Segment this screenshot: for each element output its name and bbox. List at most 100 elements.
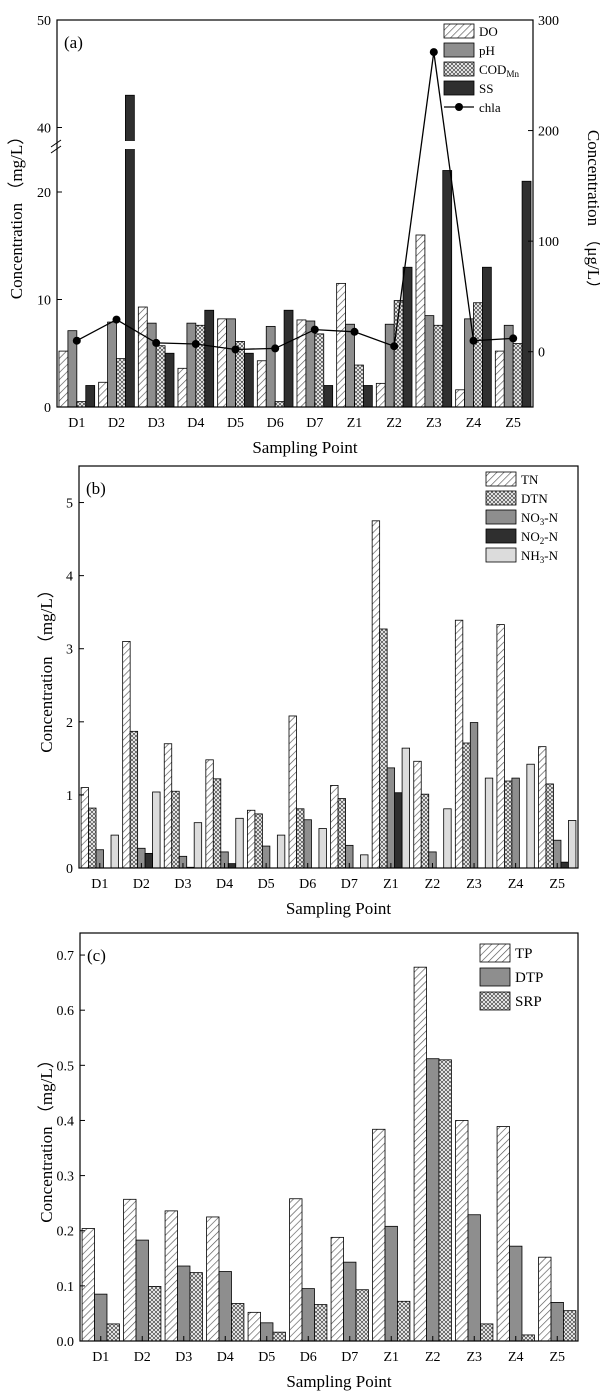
x-tick-label: D5 (227, 416, 244, 431)
axis-break-mark (50, 145, 62, 154)
bar-dtp-d7 (343, 1261, 357, 1342)
x-tick-label: D1 (92, 1350, 109, 1365)
bar-tp-z3 (455, 1120, 469, 1342)
bar-nh3-z5 (568, 820, 577, 869)
bar-ph-d2 (107, 321, 117, 408)
y-right-tick-label: 100 (538, 235, 559, 250)
bar-ss-d5 (244, 352, 254, 408)
point-chla-d4 (191, 340, 200, 348)
bar-dtn-d5 (254, 813, 263, 869)
y-tick-label: 0.7 (57, 949, 75, 964)
x-tick-label: D3 (174, 877, 191, 892)
bar-dtp-d6 (301, 1288, 315, 1342)
y-tick-label: 4 (66, 570, 73, 585)
bar-no2-z1 (394, 792, 403, 869)
bar-nh3-d4 (235, 817, 244, 869)
legend-suffix: -N (544, 529, 558, 544)
bar-do-d6 (256, 360, 267, 408)
bar-dtp-d3 (177, 1265, 191, 1342)
bar-do-d2 (98, 381, 108, 408)
y-right-tick-label: 0 (538, 346, 545, 361)
bar-codmn-d3 (155, 345, 166, 408)
x-tick-label: D6 (299, 877, 316, 892)
bar-tp-d2 (123, 1198, 137, 1342)
bar-srp-z3 (480, 1323, 494, 1342)
bar-codmn-z4 (473, 302, 483, 408)
bar-dtn-d3 (171, 790, 180, 869)
x-tick-label: Z2 (386, 416, 402, 431)
bar-do-d7 (296, 319, 307, 408)
bar-tn-z1 (371, 520, 381, 869)
legend-label: NO2-N (521, 529, 559, 546)
legend-swatch-do (443, 23, 475, 39)
bar-dtn-z5 (545, 783, 554, 869)
bar-nh3-d7 (360, 854, 369, 869)
legend-label: chla (479, 100, 501, 115)
legend-swatch-dtp (479, 967, 511, 987)
bar-do-z1 (336, 282, 346, 408)
y-tick-label: 0.2 (57, 1225, 75, 1240)
bar-dtp-z1 (384, 1225, 398, 1342)
bar-tp-z5 (538, 1256, 552, 1342)
legend-name: NO (521, 529, 540, 544)
legend-swatch-tp (479, 943, 511, 963)
legend-swatch-srp (479, 991, 511, 1011)
bar-ss-z4 (482, 266, 492, 408)
y-tick-label: 5 (66, 497, 73, 512)
bar-nh3-z4 (526, 763, 535, 869)
bar-dtp-z2 (426, 1058, 440, 1342)
bar-srp-d2 (148, 1286, 162, 1342)
point-chla-d6 (271, 344, 280, 353)
bar-nh3-z2 (443, 808, 452, 869)
y-tick-label: 50 (37, 14, 51, 29)
bar-dtn-d4 (212, 778, 222, 869)
point-chla-d2 (112, 315, 121, 324)
bar-codmn-z5 (512, 343, 523, 408)
point-chla-d5 (231, 345, 240, 354)
point-chla-z2 (390, 342, 399, 351)
x-tick-label: D1 (68, 416, 85, 431)
bar-dtn-d6 (296, 808, 305, 869)
bar-do-d4 (177, 367, 188, 408)
y-tick-label: 40 (37, 122, 51, 137)
legend-swatch-tn (485, 471, 517, 487)
x-axis-label: Sampling Point (286, 1372, 392, 1391)
legend-name: COD (479, 62, 506, 77)
y-tick-label: 0.4 (57, 1114, 75, 1129)
x-tick-label: D5 (258, 1350, 275, 1365)
legend-name: TN (521, 472, 539, 487)
bar-nh3-z1 (401, 747, 410, 869)
y-tick-label: 0.0 (57, 1335, 75, 1350)
legend-swatch-ph (443, 42, 475, 58)
legend-name: SS (479, 81, 493, 96)
x-tick-label: Z4 (466, 416, 482, 431)
legend-name: SRP (515, 994, 542, 1010)
bar-ph-z3 (424, 315, 435, 408)
x-tick-label: D5 (258, 877, 275, 892)
x-tick-label: D7 (306, 416, 323, 431)
panel-label: (c) (87, 946, 106, 965)
legend-subscript: 3 (540, 517, 545, 527)
legend-marker-chla (455, 103, 463, 111)
bar-codmn-d4 (195, 324, 206, 408)
bar-srp-d4 (231, 1303, 245, 1342)
point-chla-z5 (509, 334, 518, 343)
legend: DO pH CODMn SS chla (443, 23, 519, 115)
bar-tn-d5 (247, 809, 256, 869)
bar-do-z5 (494, 350, 505, 408)
legend-name: TP (515, 946, 533, 962)
bar-no3-z3 (469, 722, 479, 869)
bar-srp-z1 (397, 1300, 411, 1342)
x-tick-label: D1 (91, 877, 108, 892)
bar-do-d1 (58, 350, 69, 408)
bar-tp-d4 (206, 1216, 220, 1342)
bar-dtp-z4 (509, 1245, 523, 1342)
y-tick-label: 2 (66, 716, 73, 731)
bar-ss-z3 (442, 170, 453, 408)
bar-ss-d4 (204, 309, 215, 408)
legend-name: NH (521, 548, 540, 563)
bar-ph-d5 (226, 318, 236, 408)
bar-tn-d4 (205, 759, 214, 869)
bar-tn-d6 (288, 715, 297, 869)
